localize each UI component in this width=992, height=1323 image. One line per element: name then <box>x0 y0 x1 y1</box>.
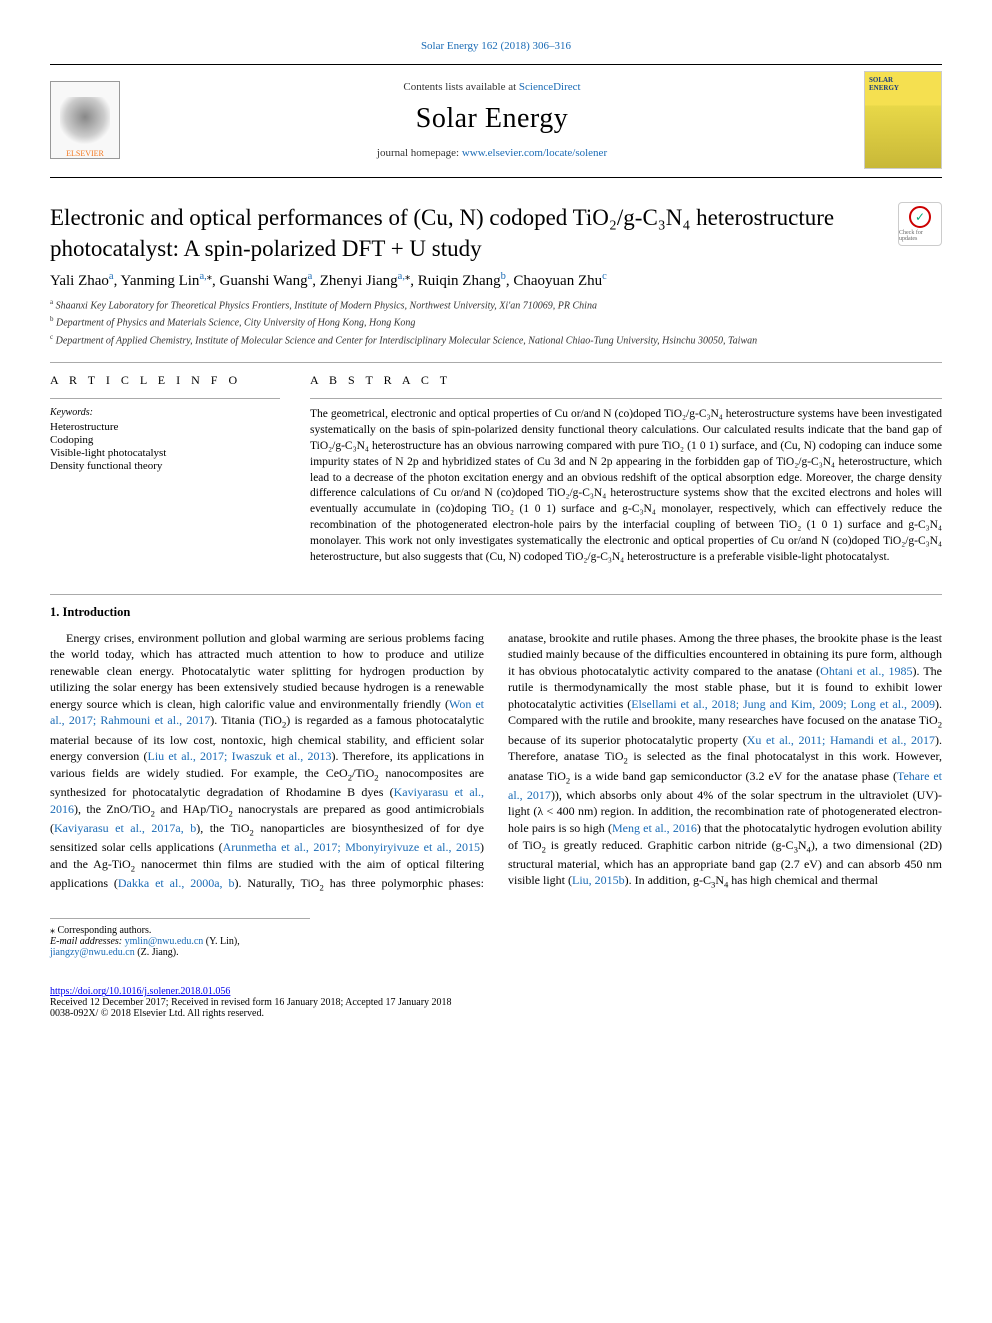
introduction-heading: 1. Introduction <box>50 605 942 620</box>
check-icon: ✓ <box>909 206 931 228</box>
journal-homepage: journal homepage: www.elsevier.com/locat… <box>132 147 852 159</box>
email-line: E-mail addresses: ymlin@nwu.edu.cn (Y. L… <box>50 936 310 958</box>
footnotes: ⁎ Corresponding authors. E-mail addresse… <box>50 918 310 958</box>
email-name-2: (Z. Jiang). <box>137 947 178 958</box>
keyword-item: Density functional theory <box>50 460 280 472</box>
copyright-line: 0038-092X/ © 2018 Elsevier Ltd. All righ… <box>50 1008 942 1019</box>
abstract-text: The geometrical, electronic and optical … <box>310 407 942 566</box>
keywords-list: HeterostructureCodopingVisible-light pho… <box>50 421 280 472</box>
contents-prefix: Contents lists available at <box>403 81 518 93</box>
title-row: Electronic and optical performances of (… <box>50 202 942 264</box>
keyword-item: Visible-light photocatalyst <box>50 447 280 459</box>
abstract-column: A B S T R A C T The geometrical, electro… <box>310 373 942 566</box>
email-name-1: (Y. Lin), <box>206 936 240 947</box>
journal-citation[interactable]: Solar Energy 162 (2018) 306–316 <box>50 40 942 52</box>
cover-line2: ENERGY <box>869 84 899 92</box>
affiliation: a Shaanxi Key Laboratory for Theoretical… <box>50 298 942 313</box>
article-info-heading: A R T I C L E I N F O <box>50 373 280 388</box>
body-columns: Energy crises, environment pollution and… <box>50 630 942 895</box>
keywords-label: Keywords: <box>50 407 280 418</box>
authors-list: Yali Zhaoa, Yanming Lina,⁎, Guanshi Wang… <box>50 270 942 290</box>
homepage-prefix: journal homepage: <box>377 147 462 159</box>
email-label: E-mail addresses: <box>50 936 125 947</box>
page: Solar Energy 162 (2018) 306–316 ELSEVIER… <box>0 0 992 1049</box>
keyword-item: Codoping <box>50 434 280 446</box>
info-abstract-row: A R T I C L E I N F O Keywords: Heterost… <box>50 373 942 566</box>
abstract-divider <box>310 398 942 399</box>
article-info-column: A R T I C L E I N F O Keywords: Heterost… <box>50 373 280 566</box>
journal-header: ELSEVIER Contents lists available at Sci… <box>50 64 942 178</box>
divider-top <box>50 362 942 363</box>
affiliation: c Department of Applied Chemistry, Insti… <box>50 333 942 348</box>
article-title: Electronic and optical performances of (… <box>50 202 878 264</box>
check-label: Check for updates <box>899 230 941 242</box>
elsevier-logo[interactable]: ELSEVIER <box>50 81 120 159</box>
affiliation: b Department of Physics and Materials Sc… <box>50 315 942 330</box>
publisher-name: ELSEVIER <box>66 149 104 158</box>
email-link-2[interactable]: jiangzy@nwu.edu.cn <box>50 947 135 958</box>
abstract-heading: A B S T R A C T <box>310 373 942 388</box>
journal-cover-thumbnail[interactable]: SOLAR ENERGY <box>864 71 942 169</box>
corresponding-note: ⁎ Corresponding authors. <box>50 925 310 936</box>
sciencedirect-link[interactable]: ScienceDirect <box>519 81 581 93</box>
doi-link[interactable]: https://doi.org/10.1016/j.solener.2018.0… <box>50 986 230 997</box>
email-link-1[interactable]: ymlin@nwu.edu.cn <box>125 936 204 947</box>
check-updates-badge[interactable]: ✓ Check for updates <box>898 202 942 246</box>
affiliations: a Shaanxi Key Laboratory for Theoretical… <box>50 298 942 348</box>
info-divider <box>50 398 280 399</box>
journal-name: Solar Energy <box>132 103 852 135</box>
intro-paragraph: Energy crises, environment pollution and… <box>50 630 942 895</box>
contents-available: Contents lists available at ScienceDirec… <box>132 81 852 93</box>
keyword-item: Heterostructure <box>50 421 280 433</box>
header-center: Contents lists available at ScienceDirec… <box>132 81 852 159</box>
divider-mid <box>50 594 942 595</box>
homepage-link[interactable]: www.elsevier.com/locate/solener <box>462 147 607 159</box>
bottom-meta: https://doi.org/10.1016/j.solener.2018.0… <box>50 986 942 1019</box>
elsevier-tree-icon <box>60 97 110 147</box>
received-dates: Received 12 December 2017; Received in r… <box>50 997 942 1008</box>
cover-line1: SOLAR <box>869 76 893 84</box>
